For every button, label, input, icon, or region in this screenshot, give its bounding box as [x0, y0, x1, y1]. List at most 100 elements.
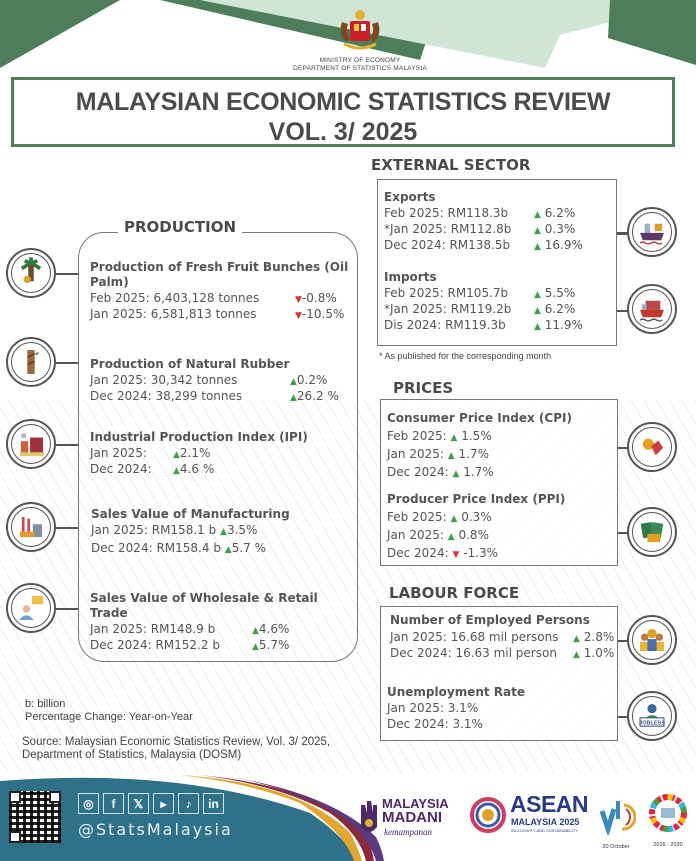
up-arrow-icon: ▲ — [450, 514, 458, 524]
jobless-icon-ring: JOBLESS — [627, 691, 677, 741]
unemployment-title: Unemployment Rate — [387, 685, 526, 699]
external-sector-box — [377, 179, 617, 346]
malaysia-madani-logo: MALAYSIA MADANI kemampanan — [358, 795, 463, 845]
factory-icon-ring — [6, 419, 56, 469]
data-row: Feb 2025: ▲ 1.5% — [387, 429, 492, 443]
oil-palm-icon — [20, 257, 42, 284]
production-item-rubber: Production of Natural Rubber Jan 2025: 3… — [90, 357, 355, 404]
production-item-manufacturing: Sales Value of Manufacturing Jan 2025: R… — [91, 507, 356, 558]
ministry-line: MINISTRY OF ECONOMY — [319, 57, 401, 64]
ppi-block: Producer Price Index (PPI) Feb 2025: ▲ 0… — [387, 492, 615, 563]
sdg-logo: 2016 - 2030 — [646, 793, 690, 853]
item-title: Sales Value of Wholesale & Retail Trade — [90, 591, 318, 620]
connector — [56, 362, 78, 364]
source-note: Source: Malaysian Economic Statistics Re… — [22, 736, 331, 761]
notes: b: billion Percentage Change: Year-on-Ye… — [25, 698, 193, 724]
page-volume: VOL. 3/ 2025 — [268, 118, 418, 146]
qr-code[interactable] — [9, 791, 61, 843]
data-row: Feb 2025: RM118.3b ▲ 6.2% — [384, 206, 576, 220]
container-ship-icon — [639, 300, 664, 322]
data-row: Dec 2024: RM152.2 b ▲5.7% — [90, 638, 290, 652]
item-title: Production of Natural Rubber — [90, 357, 290, 371]
tiktok-icon[interactable]: ♪ — [178, 793, 199, 814]
exports-block: Exports Feb 2025: RM118.3b ▲ 6.2% *Jan 20… — [384, 190, 614, 253]
manufacturing-plant-icon-ring — [6, 502, 56, 552]
madani-hand-icon — [361, 801, 377, 832]
x-icon[interactable]: 𝕏 — [128, 793, 149, 814]
up-arrow-icon: ▲ — [534, 322, 541, 332]
money-icon — [640, 521, 664, 543]
connector — [617, 310, 629, 312]
up-arrow-icon: ▲ — [290, 393, 297, 403]
asean-emblem-icon — [470, 797, 506, 833]
statistics-day-icon — [599, 801, 637, 838]
connector — [618, 447, 629, 449]
social-handle[interactable]: @StatsMalaysia — [78, 820, 233, 839]
down-arrow-icon: ▼ — [452, 550, 460, 560]
data-row: Jan 2025: RM148.9 b ▲4.6% — [90, 622, 290, 636]
manufacturing-plant-icon — [19, 516, 43, 538]
connector — [618, 716, 629, 718]
data-row: Dec 2024: ▼ -1.3% — [387, 546, 499, 560]
connector — [56, 527, 78, 529]
data-row: Jan 2025: ▲2.1% — [90, 446, 211, 460]
sdg-wheel-icon — [649, 794, 687, 832]
department-line: DEPARTMENT OF STATISTICS MALAYSIA — [293, 65, 427, 72]
item-title: Sales Value of Manufacturing — [91, 507, 290, 521]
data-row: Dec 2024: ▲ 1.7% — [387, 465, 494, 479]
data-row: Jan 2025: 6,581,813 tonnes ▼-10.5% — [90, 307, 345, 321]
up-arrow-icon: ▲ — [452, 469, 460, 479]
facebook-icon[interactable]: f — [103, 793, 124, 814]
up-arrow-icon: ▲ — [534, 306, 541, 316]
instagram-icon[interactable]: ◎ — [78, 793, 99, 814]
pct-change-note: Percentage Change: Year-on-Year — [25, 711, 193, 723]
external-sector-heading: EXTERNAL SECTOR — [371, 156, 531, 174]
prices-box — [380, 399, 618, 566]
item-title: Production of Fresh Fruit Bunches (Oil P… — [90, 260, 349, 289]
rubber-tree-icon — [27, 350, 39, 374]
coat-of-arms-logo — [340, 10, 380, 50]
labour-force-box — [380, 606, 618, 741]
ministry-label: MINISTRY OF ECONOMY DEPARTMENT OF STATIS… — [250, 57, 470, 73]
unemployment-block: Unemployment Rate Jan 2025: 3.1% Dec 202… — [387, 685, 613, 732]
production-item-ipi: Industrial Production Index (IPI) Jan 20… — [90, 430, 355, 477]
svg-text:JOBLESS: JOBLESS — [639, 720, 665, 726]
data-row: Jan 2025: 3.1% — [387, 701, 479, 715]
workers-icon-ring — [627, 615, 677, 665]
factory-icon — [19, 432, 44, 456]
billion-note: b: billion — [25, 698, 66, 710]
connector — [56, 444, 78, 446]
up-arrow-icon: ▲ — [573, 650, 580, 660]
cargo-ship-icon — [639, 223, 664, 245]
data-row: Jan 2025: 16.68 mil persons ▲ 2.8% — [390, 630, 615, 644]
data-row: Feb 2025: RM105.7b ▲ 5.5% — [384, 286, 576, 300]
connector — [56, 273, 78, 275]
up-arrow-icon: ▲ — [447, 451, 455, 461]
data-row: Dec 2024: 38,299 tonnes ▲26.2 % — [90, 389, 339, 403]
connector — [618, 640, 629, 642]
retail-trade-icon-ring — [6, 583, 56, 633]
up-arrow-icon: ▲ — [534, 242, 541, 252]
data-row: Dec 2024: 16.63 mil person ▲ 1.0% — [390, 646, 615, 660]
ppi-title: Producer Price Index (PPI) — [387, 492, 566, 506]
up-arrow-icon: ▲ — [252, 626, 259, 636]
cargo-ship-icon-ring — [627, 207, 677, 257]
linkedin-icon[interactable]: in — [203, 793, 224, 814]
up-arrow-icon: ▲ — [290, 377, 297, 387]
money-icon-ring — [627, 507, 677, 557]
imports-title: Imports — [384, 270, 437, 284]
retail-trade-icon — [19, 596, 43, 620]
price-tag-icon — [642, 438, 664, 456]
price-tag-icon-ring — [627, 422, 677, 472]
data-row: Jan 2025: RM158.1 b ▲3.5% — [91, 523, 258, 537]
rubber-tree-icon-ring — [6, 337, 56, 387]
data-row: Feb 2025: 6,403,128 tonnes ▼-0.8% — [90, 291, 337, 305]
up-arrow-icon: ▲ — [173, 450, 180, 460]
youtube-icon[interactable]: ▸ — [153, 793, 174, 814]
published-note: * As published for the corresponding mon… — [379, 351, 552, 361]
employed-title: Number of Employed Persons — [390, 613, 590, 627]
up-arrow-icon: ▲ — [173, 466, 180, 476]
up-arrow-icon: ▲ — [450, 433, 458, 443]
production-heading: PRODUCTION — [118, 218, 243, 236]
data-row: Feb 2025: ▲ 0.3% — [387, 510, 492, 524]
